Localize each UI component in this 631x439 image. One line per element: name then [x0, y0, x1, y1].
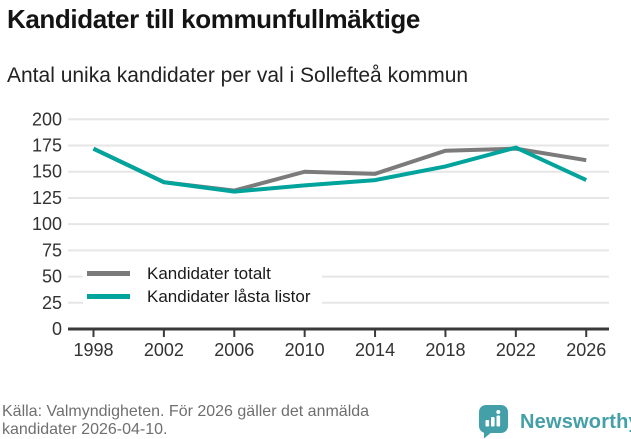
x-tick-label: 2022	[496, 340, 536, 360]
x-tick-label: 2006	[214, 340, 254, 360]
x-tick-label: 2026	[566, 340, 606, 360]
y-tick-label: 200	[32, 109, 62, 129]
bar-chart-speech-bubble-icon	[479, 405, 508, 439]
x-tick-label: 2014	[355, 340, 395, 360]
series-line-kandidater-l-sta-listor	[92, 145, 588, 194]
newsworthy-logo[interactable]: Newsworthy	[478, 404, 631, 439]
brand-name: Newsworthy	[520, 411, 631, 433]
y-tick-label: 100	[32, 214, 62, 234]
line-chart: 0 25 50 75 100 125 150 175 200 1998 2002 2006 2010 20…	[32, 109, 609, 360]
chart-legend: Kandidater totalt Kandidater låsta listo…	[83, 260, 323, 310]
y-tick-label: 0	[52, 319, 62, 339]
x-tick-label: 2018	[425, 340, 465, 360]
source-note: Källa: Valmyndigheten. För 2026 gäller d…	[2, 403, 369, 439]
x-tick-label: 1998	[73, 340, 113, 360]
y-tick-label: 125	[32, 188, 62, 208]
y-tick-label: 150	[32, 162, 62, 182]
legend-item-total: Kandidater totalt	[87, 262, 310, 285]
chart-subtitle: Antal unika kandidater per val i Solleft…	[7, 64, 469, 87]
legend-swatch-total	[87, 271, 130, 276]
y-tick-label: 50	[42, 267, 62, 287]
y-tick-label: 25	[42, 293, 62, 313]
chart-canvas: 0 25 50 75 100 125 150 175 200 1998 2002 2006 2010 20…	[32, 109, 609, 360]
x-tick-label: 2010	[285, 340, 325, 360]
y-tick-label: 75	[42, 240, 62, 260]
source-note-line2: kandidater 2026-04-10.	[2, 421, 168, 438]
legend-swatch-locked	[87, 294, 130, 299]
legend-label-locked: Kandidater låsta listor	[147, 286, 311, 306]
page-title: Kandidater till kommunfullmäktige	[7, 4, 420, 34]
x-tick-label: 2002	[144, 340, 184, 360]
legend-item-locked: Kandidater låsta listor	[87, 285, 310, 308]
y-tick-label: 175	[32, 136, 62, 156]
source-note-line1: Källa: Valmyndigheten. För 2026 gäller d…	[2, 403, 370, 420]
legend-label-total: Kandidater totalt	[147, 263, 271, 283]
